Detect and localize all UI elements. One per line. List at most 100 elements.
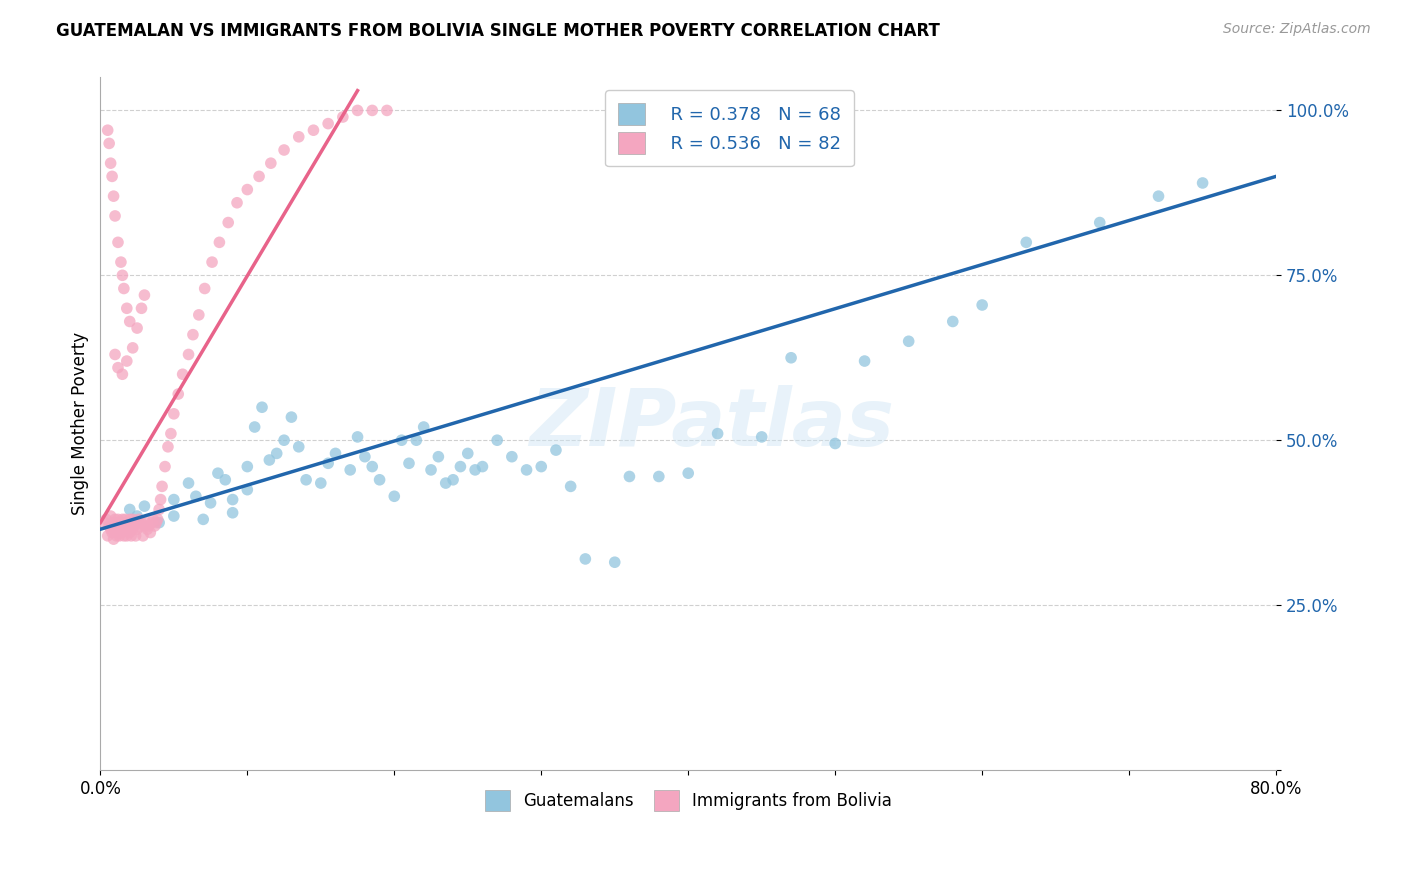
Point — [208, 235, 231, 250]
Legend: Guatemalans, Immigrants from Bolivia: Guatemalans, Immigrants from Bolivia — [471, 777, 905, 824]
Point — [676, 466, 699, 480]
Point — [457, 446, 479, 460]
Point — [316, 117, 339, 131]
Point — [287, 440, 309, 454]
Point — [135, 516, 157, 530]
Point — [100, 522, 122, 536]
Point — [146, 512, 169, 526]
Point — [145, 516, 167, 530]
Point — [110, 255, 132, 269]
Point — [325, 446, 347, 460]
Point — [221, 506, 243, 520]
Point — [117, 522, 139, 536]
Point — [114, 512, 136, 526]
Y-axis label: Single Mother Poverty: Single Mother Poverty — [72, 332, 89, 516]
Point — [207, 466, 229, 480]
Point — [346, 430, 368, 444]
Point — [471, 459, 494, 474]
Point — [121, 341, 143, 355]
Point — [603, 555, 626, 569]
Point — [332, 110, 354, 124]
Point — [121, 512, 143, 526]
Point — [260, 156, 283, 170]
Point — [181, 327, 204, 342]
Point — [132, 529, 155, 543]
Point — [516, 463, 538, 477]
Point — [111, 519, 134, 533]
Point — [236, 483, 259, 497]
Point — [127, 522, 149, 536]
Point — [172, 368, 194, 382]
Point — [120, 529, 142, 543]
Point — [115, 519, 138, 533]
Point — [143, 519, 166, 533]
Point — [544, 443, 567, 458]
Point — [160, 426, 183, 441]
Point — [751, 430, 773, 444]
Point — [177, 347, 200, 361]
Point — [619, 469, 641, 483]
Point — [361, 103, 384, 118]
Point — [273, 143, 295, 157]
Point — [501, 450, 523, 464]
Point — [131, 301, 153, 316]
Point — [214, 473, 236, 487]
Point — [163, 407, 186, 421]
Point — [464, 463, 486, 477]
Point — [136, 522, 159, 536]
Point — [449, 459, 471, 474]
Point — [122, 519, 145, 533]
Point — [103, 532, 125, 546]
Point — [98, 519, 121, 533]
Point — [574, 552, 596, 566]
Point — [134, 499, 156, 513]
Point — [149, 492, 172, 507]
Point — [139, 525, 162, 540]
Point — [105, 516, 128, 530]
Point — [217, 215, 239, 229]
Point — [124, 516, 146, 530]
Point — [117, 516, 139, 530]
Point — [108, 529, 131, 543]
Point — [1015, 235, 1038, 250]
Point — [121, 522, 143, 536]
Point — [226, 195, 249, 210]
Point — [398, 456, 420, 470]
Point — [98, 136, 121, 151]
Point — [1088, 215, 1111, 229]
Point — [530, 459, 553, 474]
Point — [316, 456, 339, 470]
Point — [96, 512, 118, 526]
Point — [156, 440, 179, 454]
Point — [375, 103, 398, 118]
Point — [309, 476, 332, 491]
Point — [273, 434, 295, 448]
Point — [163, 492, 186, 507]
Point — [131, 516, 153, 530]
Point — [129, 519, 152, 533]
Point — [111, 368, 134, 382]
Point — [942, 314, 965, 328]
Point — [134, 519, 156, 533]
Point — [177, 476, 200, 491]
Point — [111, 512, 134, 526]
Point — [243, 420, 266, 434]
Point — [434, 476, 457, 491]
Point — [236, 459, 259, 474]
Text: GUATEMALAN VS IMMIGRANTS FROM BOLIVIA SINGLE MOTHER POVERTY CORRELATION CHART: GUATEMALAN VS IMMIGRANTS FROM BOLIVIA SI… — [56, 22, 941, 40]
Point — [104, 512, 127, 526]
Point — [201, 255, 224, 269]
Point — [118, 314, 141, 328]
Point — [104, 209, 127, 223]
Point — [124, 529, 146, 543]
Point — [107, 235, 129, 250]
Point — [382, 489, 405, 503]
Text: Source: ZipAtlas.com: Source: ZipAtlas.com — [1223, 22, 1371, 37]
Point — [115, 354, 138, 368]
Point — [194, 281, 217, 295]
Point — [853, 354, 876, 368]
Point — [560, 479, 582, 493]
Point — [295, 473, 318, 487]
Point — [368, 473, 391, 487]
Point — [100, 156, 122, 170]
